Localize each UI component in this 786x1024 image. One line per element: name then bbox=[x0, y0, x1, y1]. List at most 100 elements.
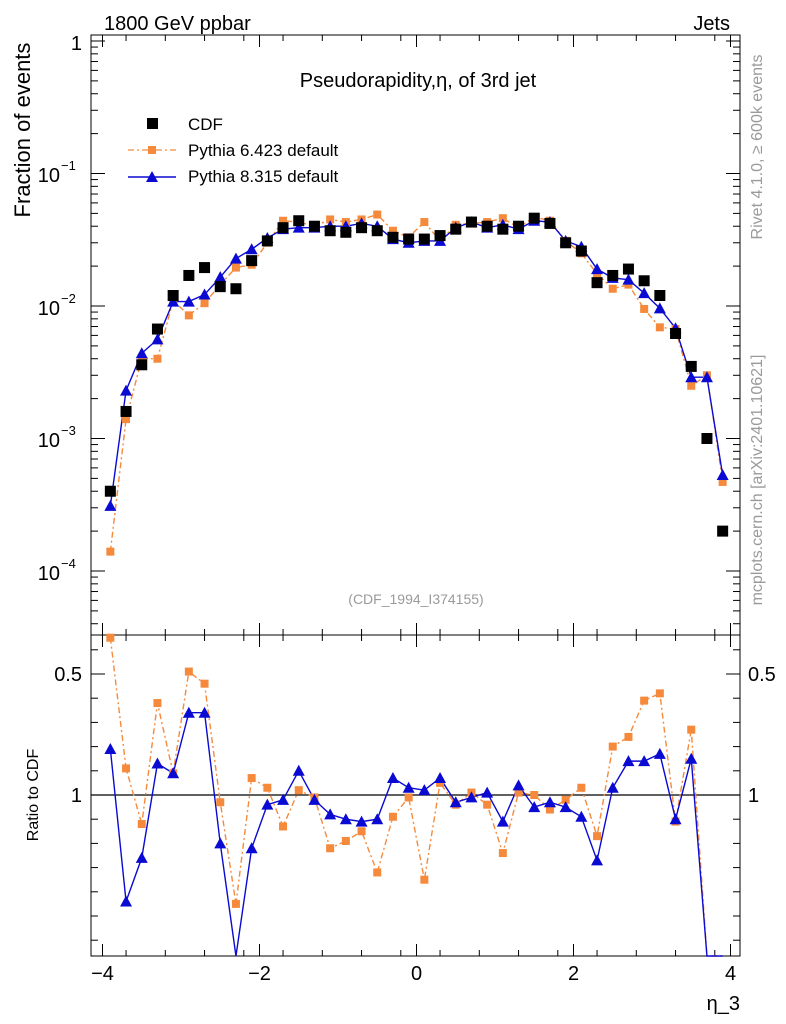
pythia6-point bbox=[655, 323, 664, 332]
ratio-pythia8-point bbox=[198, 706, 211, 718]
cdf-point bbox=[497, 223, 509, 235]
pythia6-point bbox=[373, 210, 382, 219]
cdf-point bbox=[120, 405, 132, 417]
pythia8-point bbox=[245, 243, 258, 255]
cdf-point bbox=[230, 283, 242, 295]
cdf-point bbox=[104, 485, 116, 497]
cdf-point bbox=[544, 217, 556, 229]
ratio-pythia8-point bbox=[104, 743, 117, 755]
y-tick-exp-1e-4: −4 bbox=[61, 556, 76, 571]
header-left: 1800 GeV ppbar bbox=[104, 13, 251, 35]
ratio-y-axis-title: Ratio to CDF bbox=[25, 749, 42, 842]
pythia6-point bbox=[279, 216, 288, 225]
ratio-pythia6-point bbox=[184, 667, 193, 676]
y-tick-labels-top: 1 10 −1 10 −2 10 −3 10 −4 bbox=[38, 33, 82, 585]
pythia6-point bbox=[137, 354, 146, 363]
pythia8-line bbox=[109, 220, 724, 506]
pythia6-point bbox=[200, 299, 209, 308]
ratio-pythia6-point bbox=[420, 875, 429, 884]
pythia6-point bbox=[498, 214, 507, 223]
pythia6-point bbox=[687, 381, 696, 390]
legend-marker-cdf bbox=[147, 118, 158, 129]
x-axis-title: η_3 bbox=[707, 993, 740, 1015]
pythia6-point bbox=[153, 354, 162, 363]
cdf-point bbox=[528, 212, 540, 224]
cdf-point bbox=[151, 323, 163, 335]
ratio-pythia8-point bbox=[386, 772, 399, 784]
ratio-pythia6-point bbox=[294, 786, 303, 795]
ratio-y-tick-label-right: 0.5 bbox=[748, 664, 776, 686]
legend-label-pythia8: Pythia 8.315 default bbox=[188, 167, 339, 186]
ratio-pythia8-point bbox=[167, 767, 180, 779]
ratio-pythia6-point bbox=[514, 788, 523, 797]
ratio-pythia8-point bbox=[591, 854, 604, 866]
ratio-pythia6-point bbox=[577, 783, 586, 792]
ratio-pythia6-point bbox=[137, 820, 146, 829]
y-tick-label-1e-2: 10 bbox=[38, 298, 60, 320]
pythia8-point bbox=[591, 263, 604, 275]
cdf-point bbox=[340, 226, 352, 238]
ratio-pythia6-point bbox=[561, 795, 570, 804]
ratio-pythia6-point bbox=[326, 844, 335, 853]
cdf-point bbox=[167, 290, 179, 302]
ratio-pythia8-point bbox=[449, 796, 462, 808]
ratio-pythia8-point bbox=[434, 772, 447, 784]
ratio-pythia6-point bbox=[373, 868, 382, 877]
ratio-pythia6-point bbox=[593, 832, 602, 841]
x-tick-label: 0 bbox=[411, 963, 422, 985]
ratio-pythia8-point bbox=[512, 779, 525, 791]
cdf-point bbox=[371, 225, 383, 237]
ratio-pythia8-point bbox=[120, 895, 133, 907]
ratio-pythia8-point bbox=[402, 781, 415, 793]
ratio-pythia6-point bbox=[341, 836, 350, 845]
pythia8-point bbox=[700, 371, 713, 383]
ratio-pythia6-point bbox=[357, 827, 366, 836]
ratio-pythia6-point bbox=[608, 742, 617, 751]
cdf-point bbox=[481, 220, 493, 232]
cdf-point bbox=[277, 222, 289, 234]
ratio-pythia8-point bbox=[559, 801, 572, 813]
cdf-point bbox=[622, 263, 634, 275]
ratio-y-tick-label: 0.5 bbox=[54, 664, 82, 686]
legend-marker-pythia6 bbox=[148, 146, 156, 154]
x-tick-label: 4 bbox=[725, 963, 736, 985]
ratio-pythia6-point bbox=[498, 849, 507, 858]
pythia8-point bbox=[198, 288, 211, 300]
ratio-pythia6-point bbox=[122, 764, 131, 773]
ratio-y-tick-label-right: 1 bbox=[748, 785, 759, 807]
ratio-pythia6-point bbox=[530, 791, 539, 799]
analysis-label: (CDF_1994_I374155) bbox=[348, 591, 483, 607]
header-right: Jets bbox=[693, 13, 730, 35]
ratio-pythia6-point bbox=[153, 699, 162, 708]
cdf-point bbox=[685, 360, 697, 372]
ratio-pythia8-point bbox=[575, 810, 588, 822]
rivet-label: Rivet 4.1.0, ≥ 600k events bbox=[749, 55, 766, 240]
cdf-point bbox=[261, 235, 273, 247]
cdf-point bbox=[403, 233, 415, 245]
y-tick-exp-1e-3: −3 bbox=[61, 423, 76, 438]
cdf-point bbox=[701, 433, 713, 444]
cdf-point bbox=[560, 237, 572, 249]
cdf-point bbox=[638, 275, 650, 287]
ratio-pythia6-point bbox=[388, 812, 397, 821]
cdf-point bbox=[607, 269, 619, 281]
cdf-point bbox=[199, 262, 211, 274]
pythia6-point bbox=[231, 263, 240, 272]
x-tick-label: −4 bbox=[91, 963, 114, 985]
ratio-pythia8-point bbox=[543, 796, 556, 808]
y-tick-exp-1e-2: −2 bbox=[61, 291, 76, 306]
ratio-pythia8-line bbox=[109, 712, 723, 957]
cdf-point bbox=[434, 230, 446, 242]
ratio-pythia8-point bbox=[528, 801, 541, 813]
pythia8-point bbox=[716, 469, 729, 481]
pythia8-point bbox=[182, 295, 195, 307]
legend: CDF Pythia 6.423 default Pythia 8.315 de… bbox=[128, 115, 339, 186]
pythia8-point bbox=[622, 273, 635, 285]
ratio-pythia8-point bbox=[371, 813, 384, 825]
legend-label-pythia6: Pythia 6.423 default bbox=[188, 141, 339, 160]
cdf-point bbox=[214, 281, 226, 293]
pythia8-point bbox=[653, 302, 666, 314]
y-axis-title: Fraction of events bbox=[10, 43, 35, 218]
